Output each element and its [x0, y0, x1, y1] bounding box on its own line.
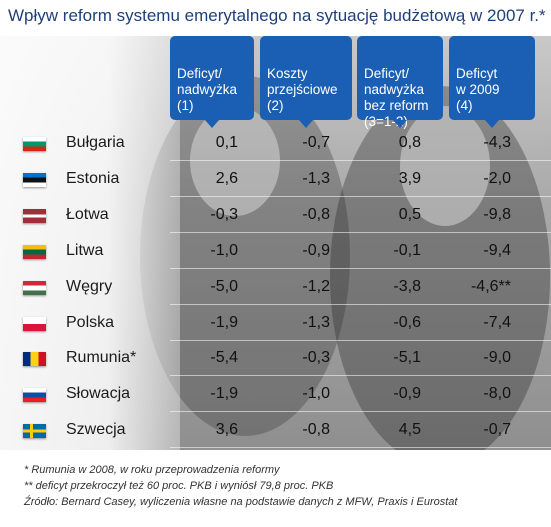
country-name: Szwecja — [66, 421, 126, 439]
country-name: Słowacja — [66, 385, 131, 403]
country-name: Rumunia* — [66, 349, 137, 367]
poland-flag — [23, 316, 46, 331]
column-header-deficit: Deficyt/ nadwyżka (1) — [170, 36, 254, 128]
country-name: Estonia — [66, 169, 120, 187]
row-divider — [170, 231, 551, 233]
romania-flag — [23, 352, 46, 367]
cell-value: -0,3 — [210, 205, 238, 223]
cell-value: -8,0 — [483, 385, 511, 403]
footnote: ** deficyt przekroczył też 60 proc. PKB … — [24, 480, 334, 492]
table-row: Bułgaria 0,1 -0,7 0,8 -4,3 — [0, 126, 551, 161]
hungary-flag — [23, 280, 46, 295]
table-row: Litwa -1,0 -0,9 -0,1 -9,4 — [0, 234, 551, 269]
source-note: Źródło: Bernard Casey, wyliczenia własne… — [24, 496, 458, 508]
cell-value: -9,8 — [483, 205, 511, 223]
table-row: Łotwa -0,3 -0,8 0,5 -9,8 — [0, 198, 551, 233]
table-row: Słowacja -1,9 -1,0 -0,9 -8,0 — [0, 377, 551, 413]
cell-value: -4,6** — [470, 277, 511, 295]
cell-value: 3,6 — [215, 421, 238, 439]
cell-value: -0,9 — [393, 385, 421, 403]
cell-value: -0,1 — [393, 241, 421, 259]
page-title: Wpływ reform systemu emerytalnego na syt… — [8, 6, 546, 25]
cell-value: -1,3 — [302, 169, 330, 187]
row-divider — [170, 411, 551, 413]
table-row: Szwecja 3,6 -0,8 4,5 -0,7 — [0, 413, 551, 449]
footnotes: * Rumunia w 2008, w roku przeprowadzenia… — [24, 462, 457, 510]
table-row: Estonia 2,6 -1,3 3,9 -2,0 — [0, 162, 551, 197]
cell-value: -1,9 — [210, 313, 238, 331]
cell-value: -0,7 — [483, 421, 511, 439]
table-row: Rumunia* -5,4 -0,3 -5,1 -9,0 — [0, 341, 551, 377]
country-name: Bułgaria — [66, 134, 125, 151]
footnote: * Rumunia w 2008, w roku przeprowadzenia… — [24, 464, 280, 476]
slovakia-flag — [23, 388, 46, 403]
cell-value: -1,2 — [302, 277, 330, 295]
row-divider — [170, 447, 551, 449]
cell-value: 0,8 — [398, 134, 421, 151]
row-divider — [170, 195, 551, 197]
background-photo-shade — [400, 106, 490, 226]
cell-value: -9,4 — [483, 241, 511, 259]
row-divider — [170, 339, 551, 341]
cell-value: -1,0 — [210, 241, 238, 259]
sweden-flag — [23, 424, 46, 439]
country-name: Polska — [66, 313, 115, 331]
cell-value: 0,5 — [398, 205, 421, 223]
cell-value: -3,8 — [393, 277, 421, 295]
cell-value: -9,0 — [483, 349, 511, 367]
country-name: Węgry — [66, 277, 113, 295]
row-divider — [170, 303, 551, 305]
cell-value: -0,6 — [393, 313, 421, 331]
cell-value: -2,0 — [483, 169, 511, 187]
column-header-deficit-without-reforms: Deficyt/ nadwyżka bez reform (3=1-2) — [357, 36, 443, 129]
column-header-transition-costs: Koszty przejściowe (2) — [260, 36, 352, 128]
cell-value: -4,3 — [483, 134, 511, 151]
table-panel: Deficyt/ nadwyżka (1) Koszty przejściowe… — [0, 36, 551, 450]
table-row: Polska -1,9 -1,3 -0,6 -7,4 — [0, 306, 551, 341]
country-name: Litwa — [66, 241, 104, 259]
cell-value: -1,0 — [302, 385, 330, 403]
row-divider — [170, 375, 551, 377]
cell-value: -0,8 — [302, 421, 330, 439]
cell-value: -1,9 — [210, 385, 238, 403]
cell-value: 2,6 — [215, 169, 238, 187]
cell-value: -7,4 — [483, 313, 511, 331]
cell-value: 4,5 — [398, 421, 421, 439]
cell-value: -0,9 — [302, 241, 330, 259]
cell-value: -5,0 — [210, 277, 238, 295]
cell-value: -5,1 — [393, 349, 421, 367]
cell-value: -0,3 — [302, 349, 330, 367]
country-name: Łotwa — [66, 205, 109, 223]
cell-value: -1,3 — [302, 313, 330, 331]
bulgaria-flag — [23, 137, 46, 151]
cell-value: -0,8 — [302, 205, 330, 223]
cell-value: -5,4 — [210, 349, 238, 367]
country-column-background — [0, 36, 180, 450]
cell-value: 3,9 — [398, 169, 421, 187]
row-divider — [170, 160, 551, 161]
row-divider — [170, 267, 551, 269]
estonia-flag — [23, 172, 46, 187]
lithuania-flag — [23, 244, 46, 259]
cell-value: -0,7 — [302, 134, 330, 151]
table-row: Węgry -5,0 -1,2 -3,8 -4,6** — [0, 270, 551, 305]
column-header-deficit-2009: Deficyt w 2009 (4) — [449, 36, 535, 128]
latvia-flag — [23, 208, 46, 223]
cell-value: 0,1 — [215, 134, 238, 151]
